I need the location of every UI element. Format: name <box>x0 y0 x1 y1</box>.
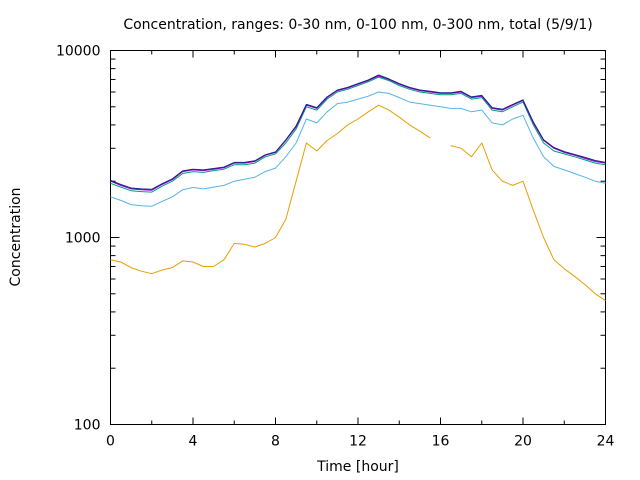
x-tick-label: 0 <box>106 434 115 450</box>
chart-title: Concentration, ranges: 0-30 nm, 0-100 nm… <box>123 17 592 33</box>
x-tick-label: 16 <box>432 434 450 450</box>
y-tick-label: 100 <box>74 418 101 434</box>
x-tick-labels: 0 4 8 12 16 20 24 <box>106 434 614 450</box>
series-lines <box>110 74 606 302</box>
x-tick-label: 12 <box>349 434 367 450</box>
axis-ticks <box>110 50 606 425</box>
series-line-2 <box>110 91 606 207</box>
y-axis-label: Concentration <box>8 187 24 286</box>
y-tick-labels: 100 1000 10000 <box>56 44 101 434</box>
y-tick-label: 10000 <box>56 44 101 60</box>
plot-area-frame <box>110 50 606 425</box>
x-tick-label: 8 <box>271 434 280 450</box>
x-tick-label: 20 <box>514 434 532 450</box>
x-axis-label: Time [hour] <box>316 459 399 475</box>
series-line-1 <box>110 104 606 302</box>
series-line-3 <box>110 76 606 193</box>
x-tick-label: 24 <box>597 434 615 450</box>
x-tick-label: 4 <box>189 434 198 450</box>
series-line-5 <box>110 74 606 190</box>
y-tick-label: 1000 <box>65 231 101 247</box>
